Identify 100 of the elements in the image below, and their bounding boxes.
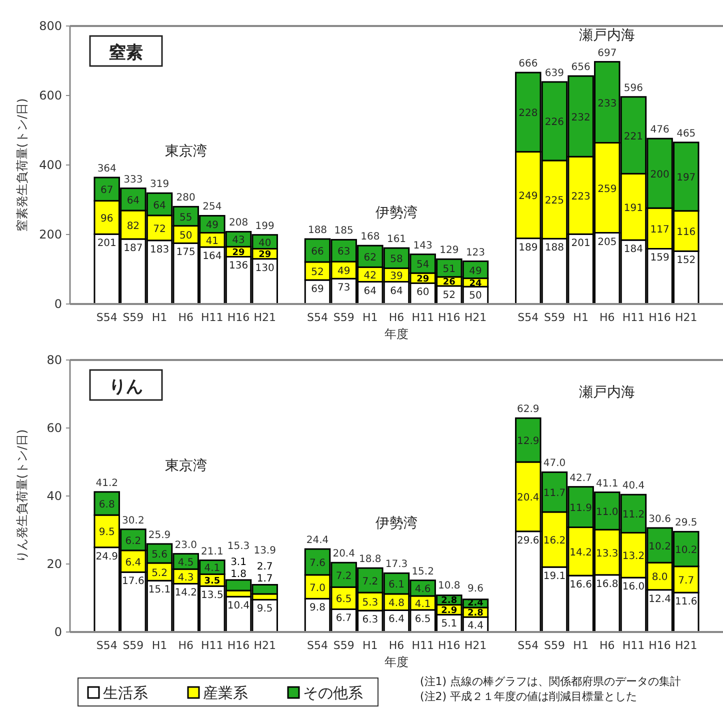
x-tick-label: H11 (622, 639, 645, 652)
data-label: 64 (364, 286, 377, 297)
data-label: 9.5 (98, 527, 115, 538)
data-label: 7.7 (678, 575, 694, 586)
data-label: 2.9 (441, 606, 458, 616)
data-label: 10.2 (648, 541, 671, 552)
data-label: 7.2 (362, 576, 378, 588)
total-label: 17.3 (385, 559, 408, 570)
y-tick-label: 800 (39, 19, 62, 33)
data-label: 259 (598, 184, 617, 195)
data-label: 6.7 (336, 613, 352, 624)
data-label: 6.5 (414, 614, 431, 625)
x-tick-label: S54 (307, 639, 328, 652)
total-label: 465 (676, 128, 696, 140)
data-label: 11.7 (543, 488, 566, 500)
data-label: 51 (442, 264, 456, 276)
x-tick-label: H11 (622, 311, 645, 324)
data-label: 221 (624, 131, 644, 142)
data-label: 14.2 (570, 547, 592, 558)
x-tick-label: H6 (600, 639, 615, 652)
y-tick-label: 40 (46, 489, 62, 503)
data-label: 52 (442, 290, 456, 301)
data-label: 11.0 (596, 506, 618, 518)
data-label: 3.1 (230, 556, 246, 568)
x-tick-label: H21 (674, 639, 698, 652)
data-label: 13.2 (622, 551, 645, 562)
x-tick-label: S59 (544, 311, 565, 324)
data-label: 1.8 (230, 568, 246, 580)
data-label: 62 (364, 252, 377, 264)
data-label: 200 (650, 169, 670, 180)
total-label: 666 (518, 58, 538, 70)
x-tick-label: H6 (178, 311, 194, 324)
x-axis-title: 年度 (384, 327, 408, 341)
data-label: 73 (337, 282, 350, 294)
x-tick-label: H11 (201, 639, 224, 652)
total-label: 161 (386, 234, 406, 246)
data-label: 175 (176, 247, 196, 258)
data-label: 1.7 (256, 574, 273, 585)
annotation: 瀬戸内海 (579, 384, 636, 400)
data-label: 50 (469, 290, 482, 302)
data-label: 4.1 (204, 563, 220, 574)
x-tick-label: H11 (201, 311, 224, 324)
data-label: 9.8 (310, 602, 326, 614)
data-label: 54 (416, 260, 430, 271)
data-label: 130 (255, 262, 274, 274)
data-label: 29 (258, 250, 272, 260)
data-label: 7.2 (336, 570, 352, 582)
data-label: 29 (232, 248, 245, 258)
x-tick-label: H1 (573, 311, 588, 324)
total-label: 129 (440, 245, 459, 256)
data-label: 249 (518, 191, 538, 202)
data-label: 16.2 (543, 536, 566, 547)
y-axis-title: りん発生負荷量(トン/日) (15, 429, 29, 563)
data-label: 4.8 (388, 598, 404, 610)
data-label: 64 (126, 195, 140, 206)
data-label: 11.2 (622, 510, 645, 521)
data-label: 191 (624, 202, 644, 214)
annotation: 東京湾 (164, 143, 207, 160)
data-label: 152 (676, 255, 696, 266)
y-tick-label: 60 (46, 421, 62, 435)
x-tick-label: H1 (573, 639, 588, 652)
data-label: 201 (97, 238, 116, 250)
data-label: 16.6 (570, 580, 592, 591)
x-tick-label: H11 (412, 639, 434, 652)
data-label: 11.6 (675, 596, 698, 608)
x-tick-label: H6 (388, 311, 404, 324)
x-tick-label: H16 (438, 311, 460, 324)
data-label: 49 (337, 266, 350, 278)
data-label: 6.1 (388, 580, 404, 591)
legend-label: 産業系 (203, 684, 248, 702)
data-label: 52 (311, 266, 324, 278)
total-label: 24.4 (306, 535, 329, 546)
total-label: 15.3 (227, 540, 250, 552)
data-label: 16.8 (596, 578, 618, 590)
total-label: 10.8 (438, 580, 460, 592)
data-label: 5.2 (152, 568, 168, 579)
data-label: 58 (390, 254, 403, 266)
total-label: 199 (255, 220, 274, 232)
y-tick-label: 600 (39, 88, 62, 102)
legend-label: その他系 (303, 684, 363, 702)
data-label: 3.5 (204, 576, 220, 586)
y-tick-label: 0 (54, 625, 62, 639)
data-label: 40 (258, 238, 272, 249)
data-label: 5.1 (441, 618, 458, 630)
total-label: 20.4 (332, 548, 355, 560)
data-label: 55 (179, 212, 192, 224)
data-label: 50 (179, 230, 192, 242)
data-label: 205 (598, 236, 617, 248)
text: (注2) 平成２１年度の値は削減目標量とした (420, 690, 638, 703)
legend-label: 生活系 (103, 684, 148, 702)
data-label: 17.6 (122, 576, 144, 588)
data-label: 4.4 (468, 620, 484, 632)
total-label: 168 (360, 232, 380, 243)
total-label: 23.0 (174, 540, 197, 551)
total-label: 25.9 (148, 530, 171, 541)
data-label: 64 (153, 200, 166, 212)
x-tick-label: H16 (438, 639, 460, 652)
data-label: 197 (676, 172, 696, 184)
text: 窒素 (109, 43, 143, 63)
x-tick-label: S59 (333, 311, 354, 324)
